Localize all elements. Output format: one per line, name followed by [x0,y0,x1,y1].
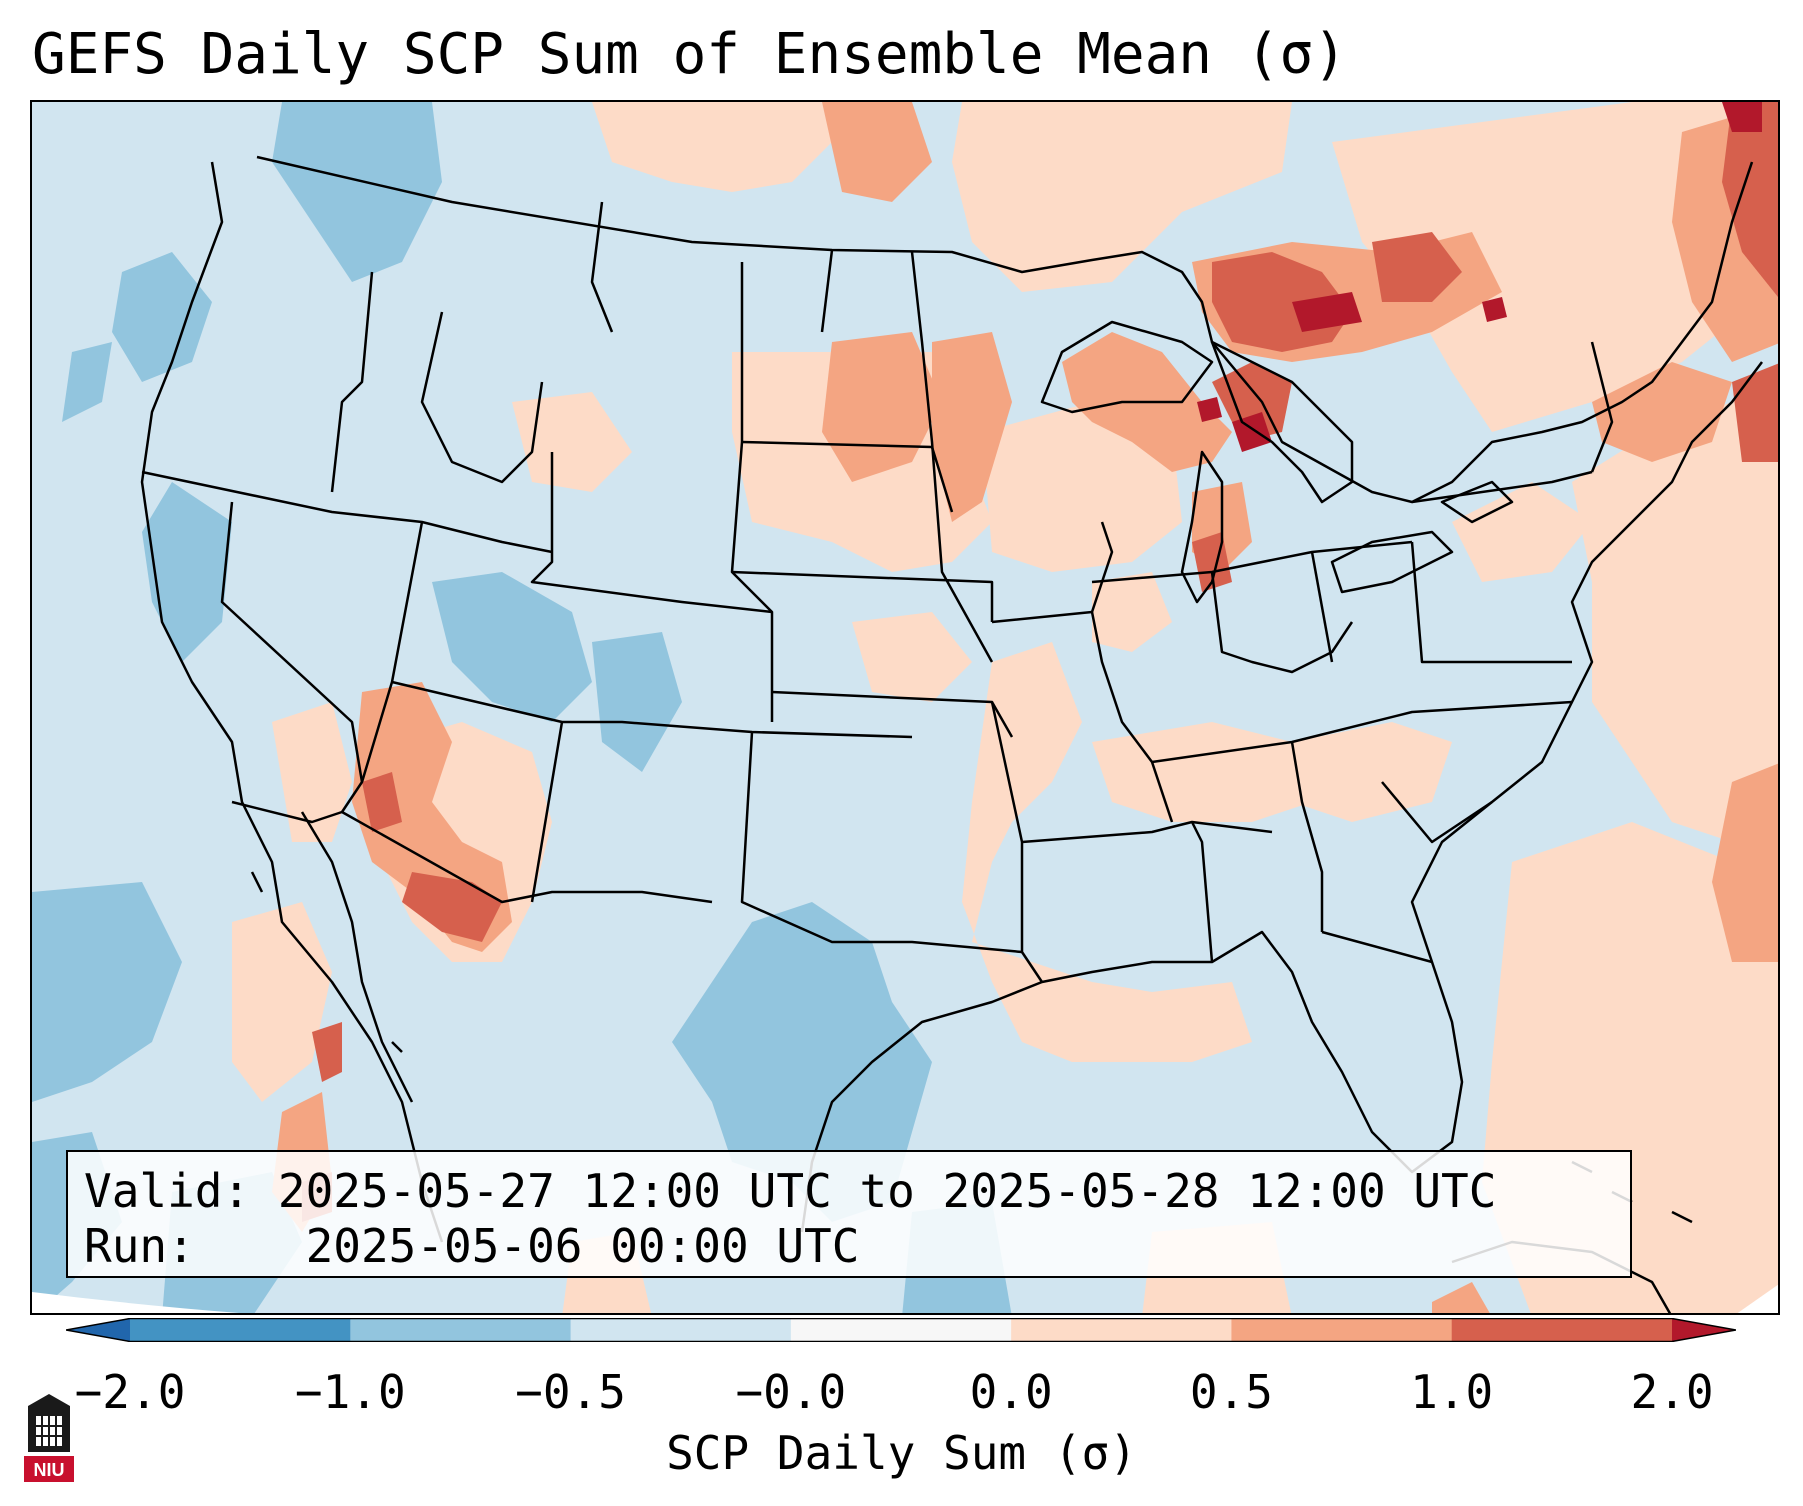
colorbar-bin [790,1318,1012,1342]
colorbar-tick-label: 1.0 [1410,1365,1494,1419]
map-title: GEFS Daily SCP Sum of Ensemble Mean (σ) [32,22,1347,87]
colorbar-bin [1011,1318,1232,1342]
colorbar-tick-label: −0.0 [735,1365,847,1419]
scp-map [32,102,1778,1313]
colorbar-bin [570,1318,792,1342]
map-panel [30,100,1780,1315]
scp-field [32,102,1778,1313]
colorbar-tick-label: −0.5 [515,1365,626,1419]
colorbar-bin [1231,1318,1453,1342]
colorbar-bin [1451,1318,1673,1342]
run-value: 2025-05-06 00:00 UTC [305,1219,860,1273]
colorbar-bin [130,1318,351,1342]
colorbar-extend-low [66,1318,130,1342]
run-label: Run: [84,1219,195,1273]
valid-label: Valid: [84,1164,251,1218]
colorbar-extend-high [1672,1318,1736,1342]
niu-logo-icon: NIU [24,1394,74,1482]
colorbar-tick-label: 0.0 [969,1365,1053,1419]
colorbar-bin [350,1318,572,1342]
projection-edge [32,1292,240,1313]
colorbar [66,1318,1736,1342]
colorbar-tick-label: 0.5 [1189,1365,1273,1419]
colorbar-tick-label: 2.0 [1630,1365,1714,1419]
colorbar-label: SCP Daily Sum (σ) [666,1426,1137,1480]
validity-info-box: Valid: 2025-05-27 12:00 UTC to 2025-05-2… [66,1150,1632,1278]
colorbar-tick-label: −1.0 [294,1365,406,1419]
svg-text:NIU: NIU [34,1460,65,1480]
valid-value: 2025-05-27 12:00 UTC to 2025-05-28 12:00… [277,1164,1497,1218]
colorbar-tick-label: −2.0 [74,1365,186,1419]
